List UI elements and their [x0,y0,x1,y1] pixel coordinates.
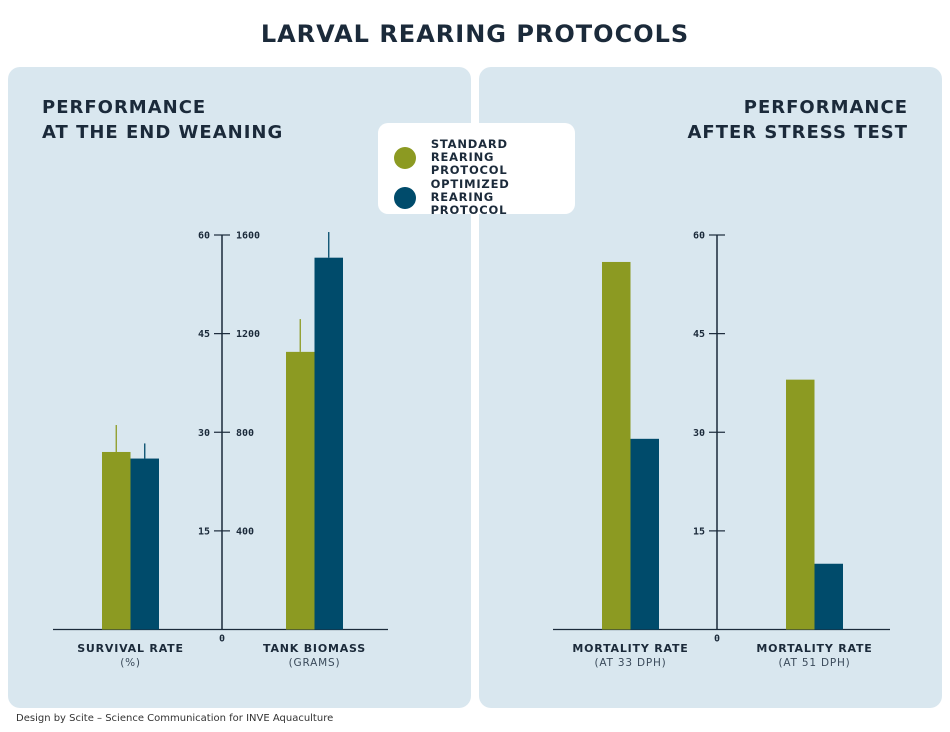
y-right-tick-label: 1200 [236,329,260,340]
category-label: MORTALITY RATE [572,642,688,655]
legend-swatch-optimized [394,186,416,209]
y-tick-label: 15 [693,526,705,537]
legend-label: OPTIMIZED REARING PROTOCOL [431,178,575,217]
panel-title-line: AT THE END WEANING [42,122,284,143]
y-tick-label: 45 [693,329,705,340]
y-tick-label: 45 [198,329,210,340]
legend-label-line: PROTOCOL [430,163,508,177]
legend-label: STANDARD REARING PROTOCOL [431,138,575,177]
bar-optimized [814,563,843,630]
category-label: MORTALITY RATE [756,642,872,655]
category-sublabel: (%) [120,657,141,669]
legend-label-line: OPTIMIZED REARING [430,177,510,204]
y-tick-label: 15 [198,526,210,537]
bar-standard [786,379,815,630]
legend: STANDARD REARING PROTOCOL OPTIMIZED REAR… [378,123,575,217]
y-tick-label: 60 [198,231,210,242]
panel-title-line: PERFORMANCE [42,97,207,118]
bar-optimized [314,257,343,630]
legend-item-optimized: OPTIMIZED REARING PROTOCOL [394,178,575,217]
category-label: SURVIVAL RATE [77,642,184,655]
y-tick-label: 30 [693,428,705,439]
legend-item-standard: STANDARD REARING PROTOCOL [394,138,575,177]
bar-optimized [630,438,659,630]
y-right-tick-label: 1600 [236,231,260,242]
y-tick-label: 30 [198,428,210,439]
category-label: TANK BIOMASS [263,642,366,655]
y-tick-label: 0 [714,634,720,645]
panel-title-line: AFTER STRESS TEST [687,122,908,143]
y-right-tick-label: 400 [236,526,254,537]
y-tick-label: 60 [693,231,705,242]
page-title: LARVAL REARING PROTOCOLS [260,20,690,48]
category-sublabel: (AT 51 DPH) [778,657,850,669]
legend-label-line: PROTOCOL [430,203,508,217]
legend-swatch-standard [394,146,416,169]
footer-credit: Design by Scite – Science Communication … [16,713,334,724]
panel-title: PERFORMANCE AFTER STRESS TEST [687,95,908,145]
y-right-tick-label: 800 [236,428,254,439]
bar-standard [602,261,631,630]
panel-title-line: PERFORMANCE [743,97,908,118]
y-tick-label: 0 [219,634,225,645]
bar-standard [102,451,131,630]
category-sublabel: (GRAMS) [289,657,341,669]
panel-title: PERFORMANCE AT THE END WEANING [42,95,283,145]
category-sublabel: (AT 33 DPH) [594,657,666,669]
bar-optimized [130,458,159,630]
bar-standard [286,351,315,630]
legend-label-line: STANDARD REARING [430,137,508,164]
panel-stress-test: PERFORMANCE AFTER STRESS TEST [479,67,942,708]
